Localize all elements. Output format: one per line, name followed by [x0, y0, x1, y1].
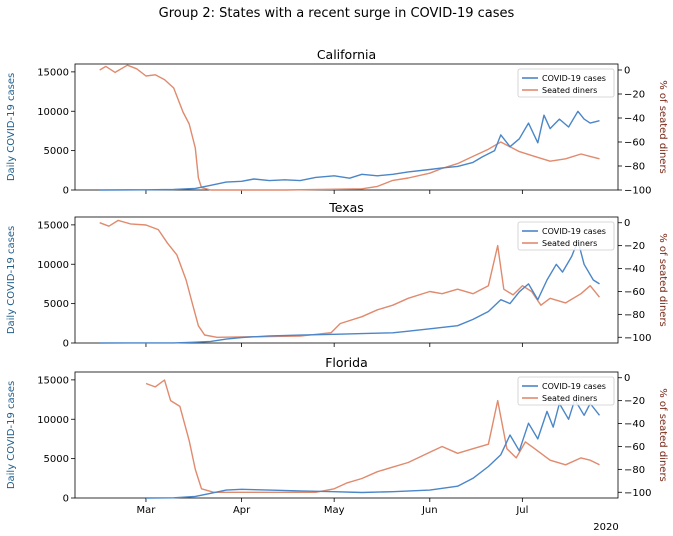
y-left-tick-label: 5000 [44, 454, 69, 465]
y-left-tick-label: 5000 [44, 146, 69, 157]
legend-label: Seated diners [542, 394, 597, 403]
legend-label: COVID-19 cases [542, 227, 606, 236]
y-right-tick-label: −80 [624, 310, 645, 321]
series-line-diners [145, 379, 600, 493]
legend-label: COVID-19 cases [542, 74, 606, 83]
y-left-axis-title: Daily COVID-19 cases [6, 381, 17, 489]
y-right-tick-label: −60 [624, 138, 645, 149]
y-left-tick-label: 10000 [37, 260, 69, 271]
x-tick-label: Jul [515, 505, 528, 516]
y-left-tick-label: 10000 [37, 107, 69, 118]
y-left-tick-label: 15000 [37, 67, 69, 78]
y-right-tick-label: −20 [624, 396, 645, 407]
figure-title: Group 2: States with a recent surge in C… [158, 6, 515, 21]
y-left-tick-label: 15000 [37, 375, 69, 386]
legend-label: COVID-19 cases [542, 382, 606, 391]
legend-box [517, 221, 615, 251]
x-tick-label: Mar [137, 505, 157, 516]
y-left-axis-title: Daily COVID-19 cases [6, 73, 17, 181]
y-right-tick-label: −20 [624, 90, 645, 101]
y-left-tick-label: 0 [63, 339, 69, 350]
y-right-axis-title: % of seated diners [657, 80, 668, 174]
panel-florida: Florida 0 5000 10000 15000 −100 −80 −60 −40 −20 0 M… [6, 355, 668, 516]
legend-box [517, 68, 615, 98]
plot-frame [74, 63, 619, 191]
panel-title: California [317, 47, 376, 62]
legend-label: Seated diners [542, 239, 597, 248]
y-right-tick-label: 0 [624, 218, 630, 229]
plot-frame [74, 216, 619, 344]
x-tick-label: Jun [421, 505, 438, 516]
y-left-tick-label: 0 [63, 186, 69, 197]
y-right-tick-label: −20 [624, 241, 645, 252]
y-right-axis-title: % of seated diners [657, 388, 668, 482]
series-line-cases [145, 398, 601, 499]
y-right-tick-label: −60 [624, 442, 645, 453]
series-line-cases [99, 110, 600, 191]
series-line-cases [99, 239, 600, 344]
y-right-tick-label: −100 [624, 333, 651, 344]
y-right-tick-label: 0 [624, 66, 630, 77]
panel-title: Florida [325, 355, 368, 370]
y-right-tick-label: −40 [624, 419, 645, 430]
y-right-tick-label: −40 [624, 264, 645, 275]
x-offset-label: 2020 [593, 522, 618, 533]
y-right-tick-label: −80 [624, 162, 645, 173]
y-left-axis-title: Daily COVID-19 cases [6, 226, 17, 334]
y-right-tick-label: −100 [624, 186, 651, 197]
y-right-tick-label: −80 [624, 465, 645, 476]
x-tick-label: May [324, 505, 345, 516]
panel-texas: Texas 0 5000 10000 15000 −100 −80 −60 −40 −20 0 Dai… [6, 200, 668, 350]
y-left-tick-label: 5000 [44, 299, 69, 310]
y-left-tick-label: 0 [63, 494, 69, 505]
series-line-diners [99, 219, 601, 338]
legend-box [517, 376, 615, 406]
legend-label: Seated diners [542, 86, 597, 95]
panel-california: California 0 5000 10000 15000 −100 −80 −60 −40 −2… [6, 47, 668, 197]
plot-frame [74, 371, 619, 499]
series-line-diners [99, 64, 600, 191]
y-right-tick-label: 0 [624, 373, 630, 384]
y-left-tick-label: 10000 [37, 415, 69, 426]
y-right-tick-label: −100 [624, 488, 651, 499]
y-right-axis-title: % of seated diners [657, 233, 668, 327]
y-right-tick-label: −60 [624, 287, 645, 298]
y-left-tick-label: 15000 [37, 220, 69, 231]
y-right-tick-label: −40 [624, 114, 645, 125]
panel-title: Texas [328, 200, 364, 215]
x-tick-label: Apr [233, 505, 251, 516]
